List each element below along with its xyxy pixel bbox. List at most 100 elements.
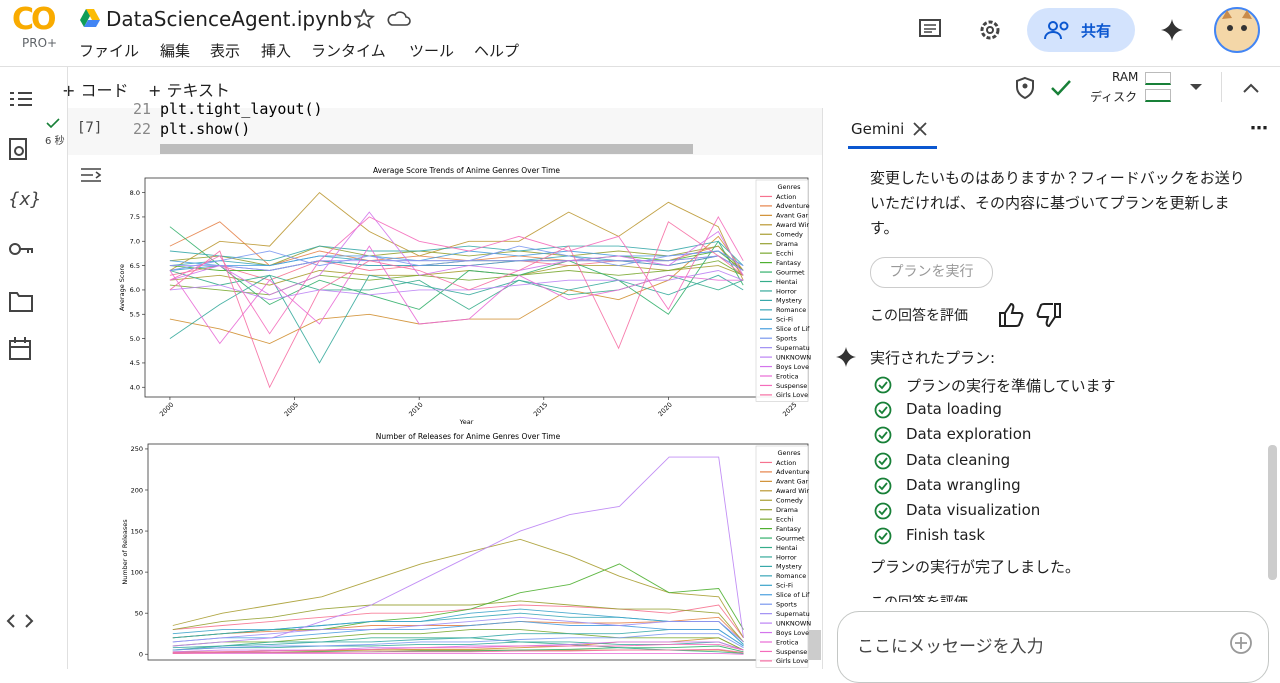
series-line [172,633,744,651]
add-text-label: テキスト [166,81,231,100]
series-line [172,652,744,655]
panel-border [822,108,823,669]
legend-label: Suspense [776,382,807,390]
step-check [874,527,892,545]
code-line: plt.show() [160,120,251,138]
y-tick-label: 100 [131,568,143,576]
add-text[interactable]: + テキスト [148,81,231,100]
y-tick-label: 4.5 [130,359,140,367]
header-icons [919,19,1000,40]
legend-label: Girls Love [776,657,808,665]
panel-menu[interactable]: ⋯ [1250,118,1268,139]
step-check [874,452,892,469]
runtime-icons [1016,76,1071,100]
legend-label: Award Wir [776,221,809,229]
legend-label: Mystery [776,297,802,305]
step-check [874,426,892,444]
legend-label: Action [776,459,796,467]
legend-label: Romance [776,572,806,580]
disk-bar [1145,89,1171,102]
menu-item[interactable]: 挿入 [261,42,292,60]
legend-label: Girls Love [776,391,808,399]
output-icon[interactable] [80,166,102,184]
avatar[interactable] [1214,7,1260,53]
panel-scrollbar[interactable] [1268,445,1277,580]
legend-label: Comedy [776,497,803,505]
gemini-icon[interactable] [1161,19,1183,41]
legend-label: Sci-Fi [776,316,793,324]
notebook-title[interactable]: DataScienceAgent.ipynb [106,7,353,31]
series-line [169,240,744,266]
y-tick-label: 8.0 [130,189,140,197]
y-axis-label: Average Score [118,264,126,311]
ram-bar [1145,72,1171,85]
rate-label: この回答を評価 [870,308,968,324]
plan-heading: 実行されたプラン: [870,349,996,367]
legend-label: UNKNOWN [776,353,811,361]
toolbar-border [0,66,1280,67]
legend-label: Gourmet [776,268,805,276]
series-line [172,456,744,647]
plan-step: Data wrangling [906,475,1021,494]
series-line [169,226,744,315]
legend-label: Erotica [776,372,799,380]
y-tick-label: 5.0 [130,335,140,343]
y-tick-label: 200 [131,486,143,494]
chart-title: Number of Releases for Anime Genres Over… [376,432,561,441]
x-tick-label: 2015 [532,401,549,418]
run-plan-button[interactable]: プランを実行 [870,257,993,288]
legend-label: Avant Gar [776,212,809,220]
add-code[interactable]: + コード [62,81,129,100]
x-tick-label: 2025 [781,401,798,418]
y-tick-label: 0 [139,651,143,659]
toolbar-arrows[interactable] [1188,80,1264,96]
step-check [874,477,892,495]
close-tab[interactable] [912,121,928,137]
rate-thumbs[interactable] [998,302,1064,328]
share-button[interactable] [1027,8,1135,52]
sidebar: {x} [6,67,68,669]
legend-label: UNKNOWN [776,619,811,627]
run-status [46,118,60,128]
gemini-message: 変更したいものはありますか？フィードバックをお送りいただければ、その内容に基づい… [870,169,1245,237]
y-tick-label: 150 [131,527,143,535]
gemini-tab[interactable]: Gemini [851,120,905,138]
menu-item[interactable]: ランタイム [311,42,386,60]
svg-text:{x}: {x} [8,189,42,210]
badge: PRO+ [22,36,58,50]
menu-item[interactable]: ツール [409,42,455,60]
menu-item[interactable]: ヘルプ [474,42,520,60]
menu-item[interactable]: ファイル [79,42,140,60]
output-scrollbar[interactable] [809,630,821,660]
exec-count: [7] [77,120,103,136]
code-line: plt.tight_layout() [160,100,323,118]
step-check [874,401,892,419]
ram-label: RAM [1112,70,1139,84]
legend-label: Slice of Lif [776,591,810,599]
chart-title: Average Score Trends of Anime Genres Ove… [373,166,560,175]
series-line [169,221,744,389]
add-code-label: コード [80,81,129,100]
plan-step: Data exploration [906,425,1032,444]
legend-label: Boys Love [776,629,809,637]
series-line [169,215,744,335]
tab-indicator [848,146,937,149]
legend-label: Fantasy [776,259,801,267]
step-check [874,502,892,520]
series-line [172,616,744,643]
y-tick-label: 4.0 [130,384,140,392]
menu-item[interactable]: 表示 [210,42,241,60]
input-add[interactable] [1229,631,1253,655]
line-number: 21 [133,100,152,118]
legend-title: Genres [777,183,801,191]
share-label: 共有 [1081,22,1112,40]
legend-label: Adventure [776,468,810,476]
h-scrollbar[interactable] [160,144,693,154]
plan-done: プランの実行が完了しました。 [870,558,1081,576]
legend-label: Avant Gar [776,478,809,486]
logo[interactable]: CO [12,2,56,37]
series-line [169,211,744,296]
x-tick-label: 2020 [656,401,673,418]
series-line [169,191,744,281]
menu-item[interactable]: 編集 [160,42,191,60]
